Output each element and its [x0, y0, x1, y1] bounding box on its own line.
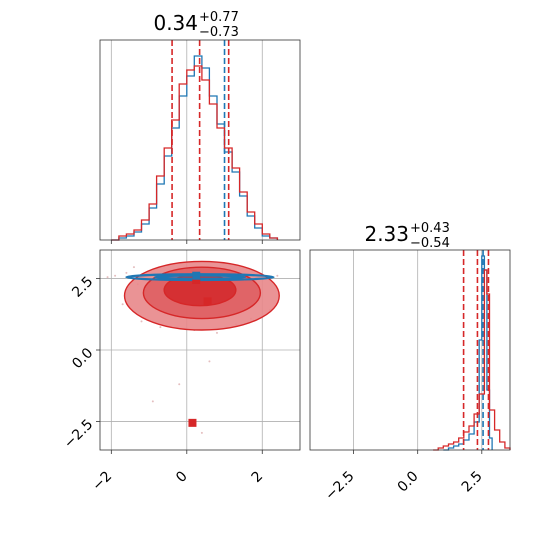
sample-point — [215, 331, 218, 334]
sample-point — [125, 271, 128, 274]
panel-title: 2.33 — [364, 222, 409, 246]
contour-marks — [106, 260, 280, 434]
x-tick-label: −2 — [89, 468, 115, 494]
bottom-left-contour-panel: −2 0 2 2.5 0.0 −2.5 — [61, 249, 301, 494]
marker-red — [192, 276, 201, 284]
y-tick-label: 0.0 — [69, 345, 96, 372]
sample-point — [276, 274, 279, 277]
title-median: 0.34 — [153, 11, 198, 35]
sample-point — [178, 383, 181, 386]
x-ticks — [110, 240, 263, 244]
sample-point — [106, 276, 109, 279]
marker-red — [203, 297, 212, 306]
sample-point — [121, 303, 124, 306]
sample-point — [208, 360, 211, 363]
panel-background — [310, 250, 510, 450]
histogram-marks — [111, 40, 279, 241]
sample-point — [200, 431, 203, 434]
sample-point — [140, 320, 143, 323]
histogram-step-red — [111, 65, 279, 241]
sample-point — [159, 326, 162, 329]
panel-frame — [99, 249, 301, 451]
title-median: 2.33 — [364, 222, 409, 246]
title-upper-error: +0.77 — [199, 10, 239, 25]
histogram-marks — [433, 250, 511, 451]
title-upper-error: +0.43 — [410, 221, 450, 236]
title-lower-error: −0.73 — [199, 25, 239, 40]
bottom-right-histogram-panel: −2.5 0.0 2.5 2.33 +0.43 −0.54 — [309, 221, 511, 504]
sample-point — [132, 266, 135, 269]
marker-red — [188, 418, 197, 427]
panel-frame — [309, 249, 511, 451]
x-tick-label: 0 — [173, 468, 191, 486]
marker-blue — [192, 271, 201, 280]
histogram-step-red — [433, 269, 511, 451]
x-tick-label: −2.5 — [322, 468, 357, 503]
x-tick-label: 2 — [249, 468, 267, 486]
x-tick-label: 0.0 — [395, 468, 422, 495]
x-ticks: −2.5 0.0 2.5 — [322, 450, 486, 504]
y-tick-label: −2.5 — [61, 416, 96, 451]
panel-frame — [99, 39, 301, 241]
sample-point — [151, 400, 154, 403]
title-lower-error: −0.54 — [410, 236, 450, 251]
top-left-histogram-panel: 0.34 +0.77 −0.73 — [99, 10, 301, 244]
y-tick-label: 2.5 — [69, 274, 96, 301]
sample-point — [114, 274, 117, 277]
panel-title: 0.34 — [153, 11, 198, 35]
x-tick-label: 2.5 — [459, 468, 486, 495]
